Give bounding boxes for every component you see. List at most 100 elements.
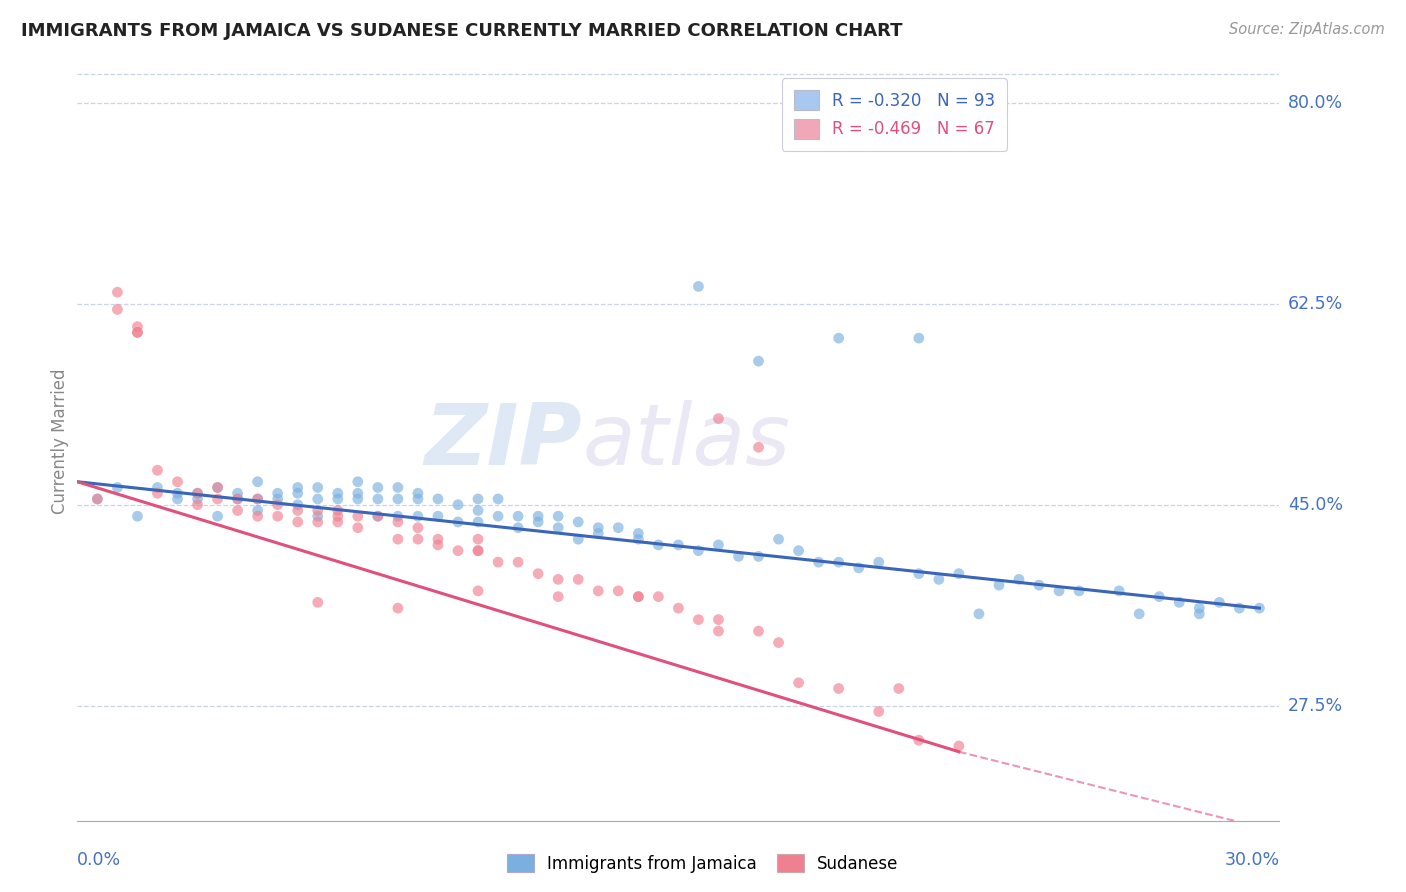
Point xyxy=(447,543,470,558)
Point xyxy=(848,561,870,575)
Legend: Immigrants from Jamaica, Sudanese: Immigrants from Jamaica, Sudanese xyxy=(501,847,905,880)
Point xyxy=(347,509,370,524)
Point xyxy=(547,521,569,535)
Point xyxy=(908,566,931,581)
Point xyxy=(367,491,389,506)
Point xyxy=(226,491,249,506)
Point xyxy=(748,549,770,564)
Point xyxy=(267,486,290,500)
Point xyxy=(86,491,108,506)
Point xyxy=(287,503,309,517)
Point xyxy=(768,532,790,546)
Point xyxy=(1108,583,1130,598)
Point xyxy=(908,733,931,747)
Point xyxy=(246,503,269,517)
Text: 62.5%: 62.5% xyxy=(1288,294,1343,313)
Point xyxy=(326,491,349,506)
Point xyxy=(287,498,309,512)
Point xyxy=(567,515,589,529)
Point xyxy=(527,509,550,524)
Point xyxy=(367,509,389,524)
Point xyxy=(267,491,290,506)
Point xyxy=(508,555,530,569)
Text: 45.0%: 45.0% xyxy=(1288,496,1343,514)
Point xyxy=(427,509,450,524)
Legend: R = -0.320   N = 93, R = -0.469   N = 67: R = -0.320 N = 93, R = -0.469 N = 67 xyxy=(782,78,1007,151)
Point xyxy=(467,583,489,598)
Point xyxy=(486,509,509,524)
Point xyxy=(707,538,730,552)
Point xyxy=(627,532,650,546)
Point xyxy=(547,509,569,524)
Point xyxy=(166,486,188,500)
Point xyxy=(107,285,129,300)
Point xyxy=(567,532,589,546)
Point xyxy=(508,521,530,535)
Point xyxy=(347,491,370,506)
Point xyxy=(828,555,851,569)
Point xyxy=(1047,583,1070,598)
Point xyxy=(868,705,890,719)
Point xyxy=(447,498,470,512)
Point xyxy=(707,411,730,425)
Point xyxy=(447,515,470,529)
Point xyxy=(307,491,329,506)
Point xyxy=(467,543,489,558)
Point xyxy=(607,583,630,598)
Point xyxy=(647,538,669,552)
Point xyxy=(186,498,209,512)
Point xyxy=(406,491,429,506)
Point xyxy=(387,601,409,615)
Point xyxy=(748,354,770,368)
Point xyxy=(908,331,931,345)
Point xyxy=(1069,583,1091,598)
Point xyxy=(588,583,610,598)
Point xyxy=(127,319,149,334)
Point xyxy=(707,624,730,639)
Point xyxy=(668,601,690,615)
Point xyxy=(387,515,409,529)
Point xyxy=(347,486,370,500)
Point xyxy=(367,509,389,524)
Point xyxy=(387,532,409,546)
Point xyxy=(166,491,188,506)
Point xyxy=(1128,607,1150,621)
Point xyxy=(1188,607,1211,621)
Point xyxy=(406,509,429,524)
Point xyxy=(707,613,730,627)
Point xyxy=(467,532,489,546)
Text: ZIP: ZIP xyxy=(425,400,582,483)
Point xyxy=(307,481,329,495)
Point xyxy=(146,481,169,495)
Point xyxy=(226,491,249,506)
Point xyxy=(748,440,770,454)
Point xyxy=(107,302,129,317)
Point xyxy=(527,515,550,529)
Point xyxy=(326,509,349,524)
Point xyxy=(427,532,450,546)
Point xyxy=(928,573,950,587)
Point xyxy=(1149,590,1171,604)
Point xyxy=(207,491,229,506)
Y-axis label: Currently Married: Currently Married xyxy=(51,368,69,515)
Text: 80.0%: 80.0% xyxy=(1288,94,1343,112)
Point xyxy=(807,555,830,569)
Point xyxy=(146,486,169,500)
Point xyxy=(828,331,851,345)
Point xyxy=(406,521,429,535)
Point xyxy=(828,681,851,696)
Point xyxy=(768,635,790,649)
Point xyxy=(406,486,429,500)
Point xyxy=(307,509,329,524)
Text: IMMIGRANTS FROM JAMAICA VS SUDANESE CURRENTLY MARRIED CORRELATION CHART: IMMIGRANTS FROM JAMAICA VS SUDANESE CURR… xyxy=(21,22,903,40)
Point xyxy=(186,491,209,506)
Point xyxy=(146,463,169,477)
Point xyxy=(688,543,710,558)
Point xyxy=(166,475,188,489)
Point xyxy=(267,509,290,524)
Text: 27.5%: 27.5% xyxy=(1288,697,1343,714)
Point xyxy=(427,491,450,506)
Point xyxy=(326,486,349,500)
Point xyxy=(1188,601,1211,615)
Point xyxy=(1028,578,1050,592)
